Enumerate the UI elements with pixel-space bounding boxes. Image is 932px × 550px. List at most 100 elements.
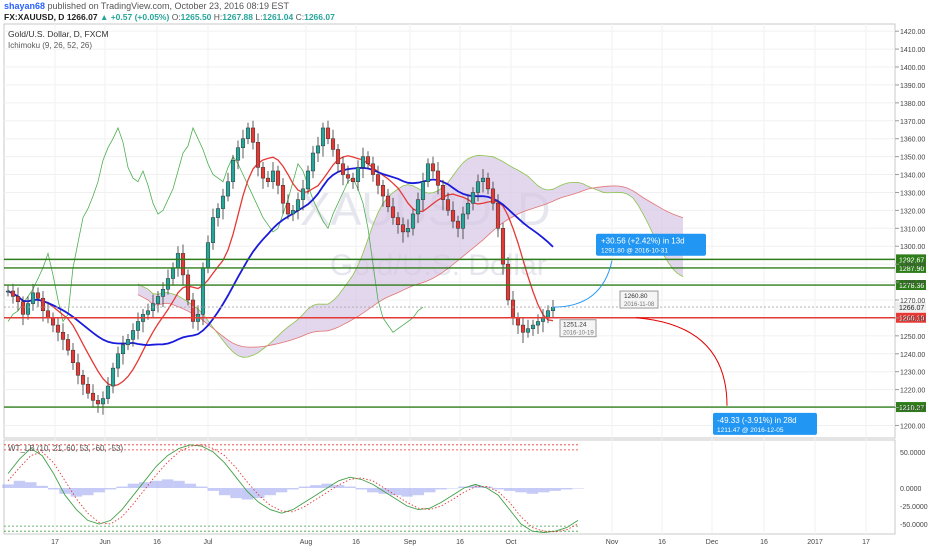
candle	[175, 253, 181, 268]
osc-histogram-bar	[515, 488, 527, 493]
level-label: 1292.67	[899, 257, 924, 264]
y-tick-label: 1230.00	[900, 370, 925, 377]
candle	[220, 195, 226, 209]
candle	[325, 127, 331, 139]
candle	[90, 392, 96, 401]
osc-histogram-bar	[2, 484, 14, 488]
osc-histogram-bar	[196, 486, 208, 488]
candle	[5, 290, 11, 293]
osc-histogram-bar	[264, 488, 276, 496]
candle	[320, 127, 326, 147]
y-tick-label: 1410.00	[900, 47, 925, 54]
osc-histogram-bar	[389, 488, 402, 496]
candle	[295, 199, 301, 211]
candle	[455, 220, 461, 229]
level-badge	[896, 262, 926, 273]
osc-histogram-bar	[275, 488, 288, 493]
osc-tick-label: 0.0000	[900, 486, 922, 493]
x-tick-label: Jul	[204, 539, 213, 546]
ichimoku-legend: Ichimoku (9, 26, 52, 26)	[8, 41, 92, 50]
kijun-line	[7, 166, 554, 347]
y-tick-label: 1270.00	[900, 298, 925, 305]
osc-histogram-bar	[378, 488, 390, 494]
level-label: 1278.36	[899, 283, 924, 290]
candle	[95, 400, 101, 405]
candle	[160, 288, 166, 297]
osc-histogram-bar	[332, 485, 345, 488]
candle	[110, 367, 116, 387]
candle	[545, 310, 551, 319]
osc-histogram-bar	[344, 486, 356, 488]
candle	[450, 210, 456, 222]
y-tick-label: 1320.00	[900, 208, 925, 215]
publish-text: published on TradingView.com, October 23…	[47, 1, 290, 11]
low-value: 1261.04	[262, 12, 294, 22]
candle	[205, 242, 211, 268]
osc-histogram-bar	[25, 482, 37, 488]
candle	[470, 192, 476, 204]
candle	[405, 228, 411, 233]
candle	[55, 324, 61, 333]
candle	[215, 208, 221, 218]
author-name[interactable]: shayan68	[4, 1, 46, 11]
candle	[340, 163, 346, 175]
candle	[485, 177, 491, 190]
x-tick-label: 17	[862, 539, 870, 546]
candle	[190, 299, 196, 322]
candle	[535, 321, 541, 326]
candle	[365, 156, 371, 165]
osc-histogram-bar	[355, 488, 368, 490]
y-tick-label: 1390.00	[900, 83, 925, 90]
publish-info: shayan68 published on TradingView.com, O…	[4, 1, 289, 11]
candle	[270, 170, 276, 182]
osc-histogram-bar	[412, 488, 425, 496]
candle	[60, 332, 66, 340]
osc-histogram-bar	[184, 483, 197, 488]
candle	[420, 181, 426, 200]
osc-tick-label: -50.0000	[900, 522, 928, 529]
candle	[445, 199, 451, 211]
candle	[290, 210, 296, 215]
candle	[225, 181, 231, 197]
candle	[430, 163, 436, 172]
y-tick-label: 1210.00	[900, 406, 925, 413]
candle	[440, 185, 446, 200]
candle	[50, 317, 56, 326]
projection-down-text: -49.33 (-3.91%) in 28d	[717, 416, 797, 425]
y-tick-label: 1330.00	[900, 190, 925, 197]
candle	[525, 328, 531, 333]
osc-histogram-bar	[538, 488, 550, 493]
x-tick-label: 16	[658, 539, 666, 546]
candle	[10, 290, 16, 297]
candle	[25, 303, 31, 315]
candle	[435, 170, 441, 186]
level-badge	[896, 254, 926, 265]
x-tick-label: Oct	[506, 539, 517, 546]
candle	[520, 324, 526, 333]
y-tick-label: 1280.00	[900, 280, 925, 287]
price-note-date: 2016-11-08	[624, 302, 655, 308]
y-tick-label: 1360.00	[900, 137, 925, 144]
projection-up-text: +30.56 (+2.42%) in 13d	[601, 237, 685, 246]
candle	[245, 127, 251, 139]
tenkan-line	[7, 155, 554, 387]
oscillator-legend: WT_LB (10, 21, 60, 53, -60, -53)	[8, 444, 124, 453]
y-tick-label: 1340.00	[900, 173, 925, 180]
osc-histogram-bar	[526, 488, 539, 494]
candle	[210, 217, 216, 243]
candle	[275, 170, 281, 186]
candle	[550, 306, 556, 312]
open-value: 1265.50	[180, 12, 212, 22]
candle	[115, 353, 121, 369]
candle	[370, 163, 376, 175]
candle	[230, 159, 236, 182]
x-tick-label: Aug	[300, 539, 313, 546]
change-value: ▲ +0.57 (+0.05%)	[99, 12, 170, 22]
price-note-date: 2016-10-19	[563, 331, 594, 337]
level-badge	[896, 312, 926, 323]
level-label: 1260.10	[899, 316, 924, 323]
price-note-box	[559, 319, 597, 338]
osc-histogram-bar	[572, 488, 584, 489]
osc-histogram-bar	[36, 485, 48, 488]
